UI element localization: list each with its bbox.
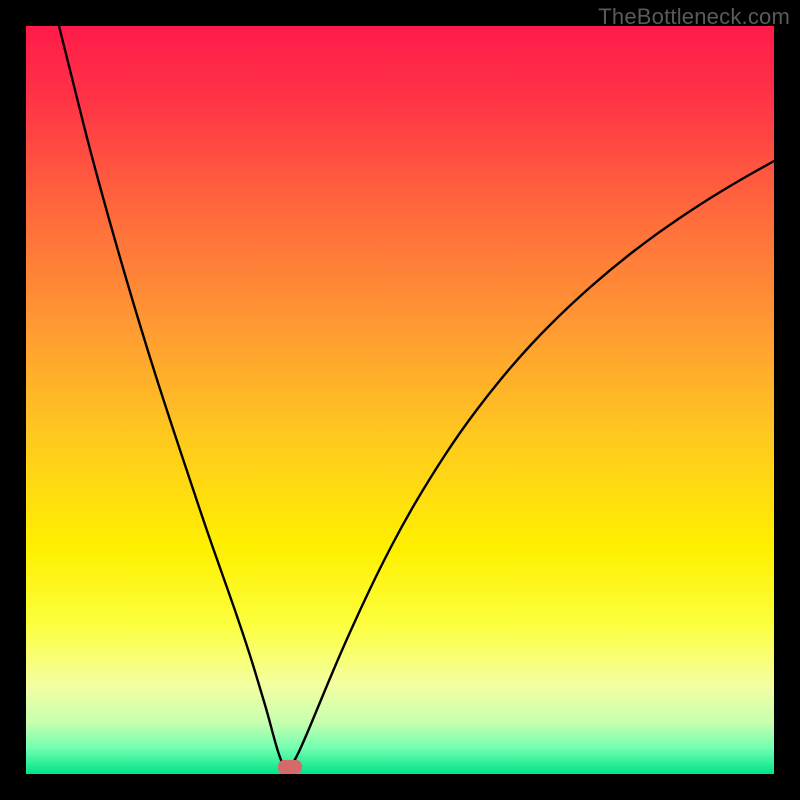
chart-svg bbox=[0, 0, 800, 800]
optimal-marker bbox=[278, 760, 302, 774]
gradient-background bbox=[26, 26, 774, 774]
watermark-text: TheBottleneck.com bbox=[598, 4, 790, 30]
chart-frame: TheBottleneck.com bbox=[0, 0, 800, 800]
